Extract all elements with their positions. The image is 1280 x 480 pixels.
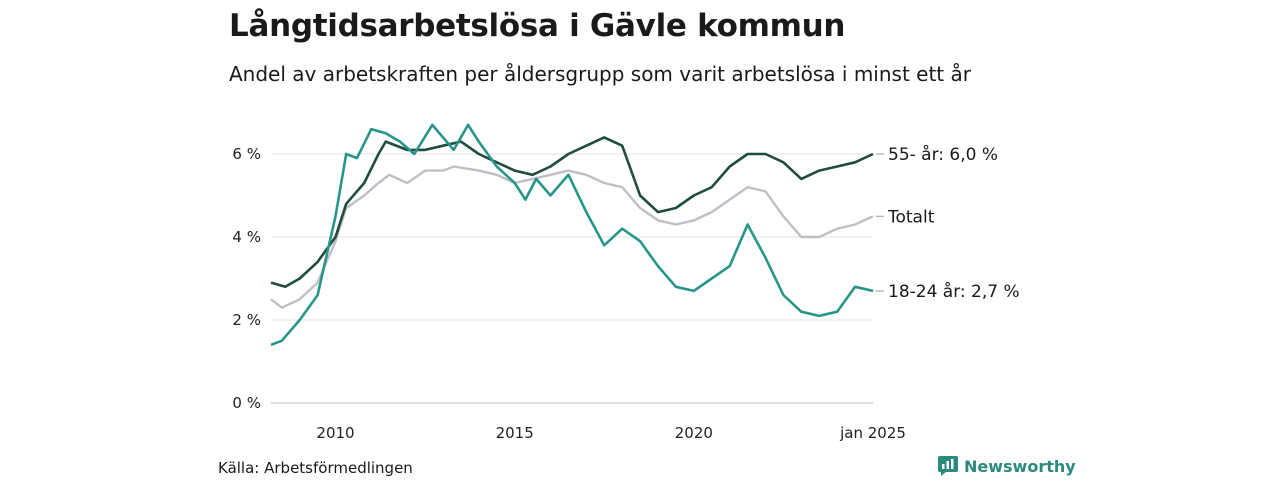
x-tick-label: 2010 [316, 424, 354, 442]
x-tick-label: 2015 [496, 424, 534, 442]
series-line [270, 136, 874, 289]
series-lines [270, 123, 874, 347]
x-axis: 2010 2015 2020 jan 2025 [316, 424, 906, 442]
series-label: 55- år: 6,0 % [888, 144, 998, 165]
chart-title: Långtidsarbetslösa i Gävle kommun [229, 8, 846, 44]
series-labels: Totalt 55- år: 6,0 % 18-24 år: 2,7 % [876, 144, 1020, 302]
chart-subtitle: Andel av arbetskraften per åldersgrupp s… [229, 62, 971, 86]
y-tick-label: 2 % [232, 311, 261, 329]
grid-lines [271, 153, 873, 404]
series-label: Totalt [887, 207, 935, 227]
newsworthy-logo-icon [938, 456, 958, 476]
y-axis: 0 % 2 % 4 % 6 % [232, 145, 261, 412]
series-line [270, 123, 874, 347]
y-tick-label: 4 % [232, 228, 261, 246]
source-note: Källa: Arbetsförmedlingen [218, 459, 413, 477]
y-tick-label: 0 % [232, 394, 261, 412]
x-tick-label: jan 2025 [839, 424, 906, 442]
y-tick-label: 6 % [232, 145, 261, 163]
series-line [270, 165, 874, 309]
series-label: 18-24 år: 2,7 % [888, 281, 1020, 302]
brand-name: Newsworthy [964, 456, 1076, 476]
brand-logo: Newsworthy [938, 456, 1076, 476]
x-tick-label: 2020 [675, 424, 713, 442]
